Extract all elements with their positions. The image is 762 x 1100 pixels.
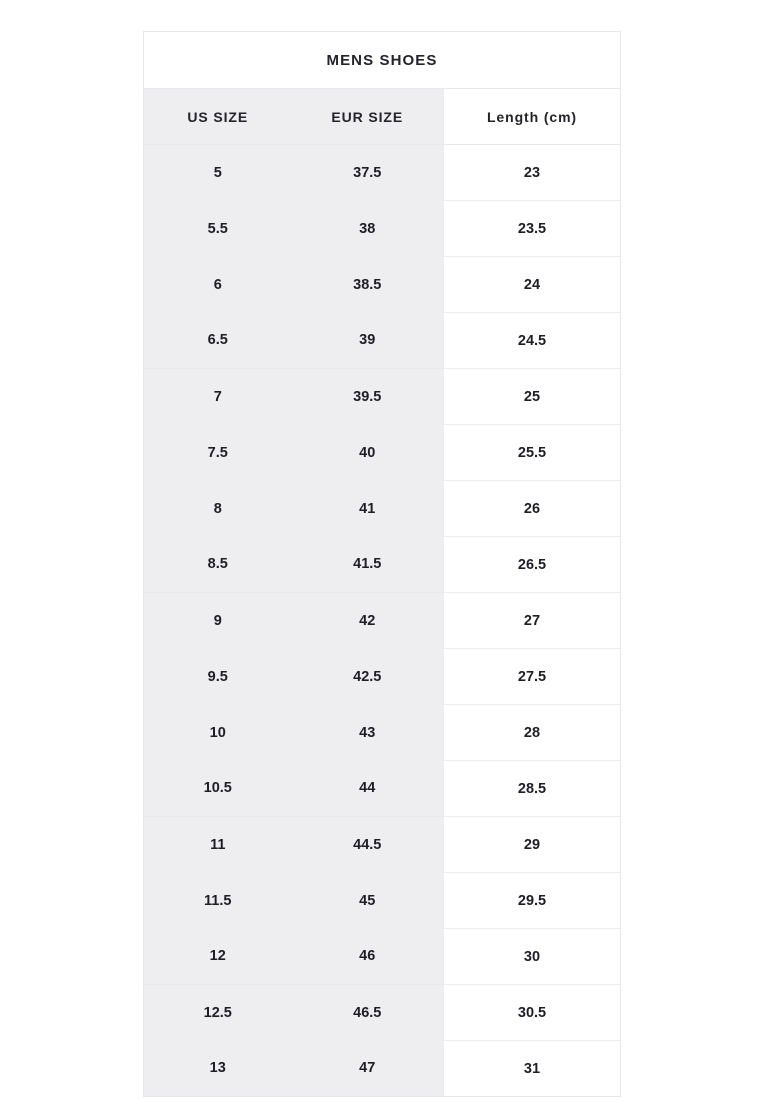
table-row: 12.5 46.5 30.5 — [143, 984, 621, 1041]
cell-length-cm: 29 — [443, 816, 621, 873]
table-head: MENS SHOES US SIZE EUR SIZE Length (cm) — [143, 31, 621, 145]
column-header-us-size: US SIZE — [143, 88, 292, 145]
cell-us-size: 8 — [143, 480, 292, 537]
cell-length-cm: 31 — [443, 1040, 621, 1097]
table-row: 11.5 45 29.5 — [143, 872, 621, 929]
cell-length-cm: 26 — [443, 480, 621, 537]
cell-us-size: 6.5 — [143, 312, 292, 369]
cell-eur-size: 42 — [291, 592, 444, 649]
cell-length-cm: 25.5 — [443, 424, 621, 481]
cell-us-size: 13 — [143, 1040, 292, 1097]
cell-eur-size: 43 — [291, 704, 444, 761]
table-row: 8 41 26 — [143, 480, 621, 537]
column-header-row: US SIZE EUR SIZE Length (cm) — [143, 88, 621, 145]
cell-eur-size: 40 — [291, 424, 444, 481]
table-row: 8.5 41.5 26.5 — [143, 536, 621, 593]
table-row: 7 39.5 25 — [143, 368, 621, 425]
cell-eur-size: 37.5 — [291, 144, 444, 201]
cell-us-size: 9.5 — [143, 648, 292, 705]
table-row: 12 46 30 — [143, 928, 621, 985]
cell-length-cm: 23 — [443, 144, 621, 201]
mens-shoes-size-table: MENS SHOES US SIZE EUR SIZE Length (cm) … — [143, 31, 621, 1097]
cell-us-size: 7.5 — [143, 424, 292, 481]
table-row: 13 47 31 — [143, 1040, 621, 1097]
cell-eur-size: 46 — [291, 928, 444, 985]
cell-length-cm: 28 — [443, 704, 621, 761]
cell-length-cm: 24.5 — [443, 312, 621, 369]
cell-eur-size: 41 — [291, 480, 444, 537]
cell-length-cm: 23.5 — [443, 200, 621, 257]
cell-us-size: 8.5 — [143, 536, 292, 593]
table-row: 10 43 28 — [143, 704, 621, 761]
table-row: 9 42 27 — [143, 592, 621, 649]
table-title: MENS SHOES — [143, 31, 621, 89]
cell-length-cm: 24 — [443, 256, 621, 313]
cell-eur-size: 39 — [291, 312, 444, 369]
cell-eur-size: 44.5 — [291, 816, 444, 873]
title-row: MENS SHOES — [143, 31, 621, 89]
table-row: 6.5 39 24.5 — [143, 312, 621, 369]
cell-us-size: 10 — [143, 704, 292, 761]
cell-us-size: 6 — [143, 256, 292, 313]
cell-length-cm: 30 — [443, 928, 621, 985]
table-row: 5.5 38 23.5 — [143, 200, 621, 257]
cell-eur-size: 38 — [291, 200, 444, 257]
cell-us-size: 9 — [143, 592, 292, 649]
table-row: 6 38.5 24 — [143, 256, 621, 313]
cell-eur-size: 39.5 — [291, 368, 444, 425]
cell-length-cm: 28.5 — [443, 760, 621, 817]
table-body: 5 37.5 23 5.5 38 23.5 6 38.5 24 6.5 39 24.5 7 39.5 25 7… — [143, 144, 621, 1097]
cell-length-cm: 27.5 — [443, 648, 621, 705]
cell-us-size: 5.5 — [143, 200, 292, 257]
cell-eur-size: 47 — [291, 1040, 444, 1097]
cell-us-size: 12.5 — [143, 984, 292, 1041]
table-row: 11 44.5 29 — [143, 816, 621, 873]
cell-us-size: 5 — [143, 144, 292, 201]
cell-length-cm: 25 — [443, 368, 621, 425]
cell-eur-size: 38.5 — [291, 256, 444, 313]
cell-eur-size: 42.5 — [291, 648, 444, 705]
cell-us-size: 11 — [143, 816, 292, 873]
column-header-length-cm: Length (cm) — [443, 88, 621, 145]
table-row: 9.5 42.5 27.5 — [143, 648, 621, 705]
cell-eur-size: 45 — [291, 872, 444, 929]
cell-us-size: 12 — [143, 928, 292, 985]
column-header-eur-size: EUR SIZE — [291, 88, 444, 145]
cell-us-size: 11.5 — [143, 872, 292, 929]
cell-eur-size: 46.5 — [291, 984, 444, 1041]
cell-us-size: 10.5 — [143, 760, 292, 817]
table-row: 5 37.5 23 — [143, 144, 621, 201]
table-row: 7.5 40 25.5 — [143, 424, 621, 481]
cell-eur-size: 41.5 — [291, 536, 444, 593]
cell-length-cm: 30.5 — [443, 984, 621, 1041]
size-chart-container: MENS SHOES US SIZE EUR SIZE Length (cm) … — [143, 31, 621, 1097]
cell-length-cm: 26.5 — [443, 536, 621, 593]
cell-length-cm: 27 — [443, 592, 621, 649]
table-row: 10.5 44 28.5 — [143, 760, 621, 817]
cell-eur-size: 44 — [291, 760, 444, 817]
cell-length-cm: 29.5 — [443, 872, 621, 929]
cell-us-size: 7 — [143, 368, 292, 425]
